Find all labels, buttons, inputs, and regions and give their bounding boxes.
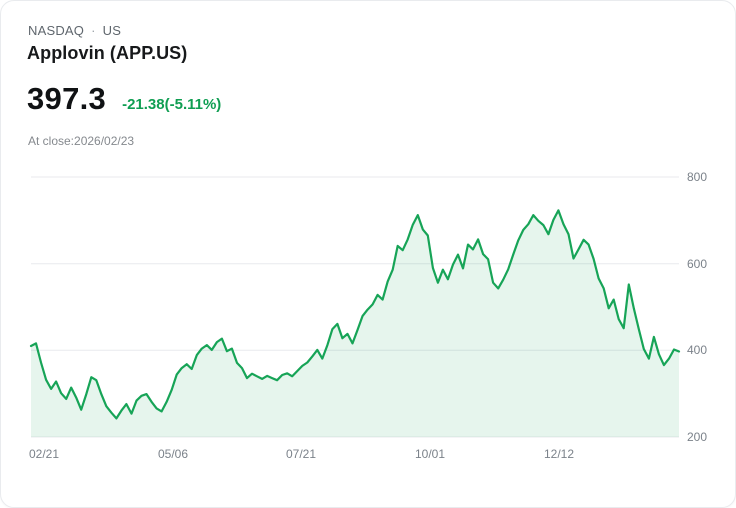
price-change: -21.38(-5.11%) [122, 96, 222, 113]
chart-area-fill [31, 210, 679, 437]
y-axis-label: 800 [687, 170, 708, 184]
x-axis-label: 07/21 [285, 447, 317, 461]
current-price: 397.3 [27, 81, 107, 116]
x-axis-label: 10/01 [414, 447, 446, 461]
exchange-label: NASDAQ [28, 23, 85, 38]
x-axis-label: 12/12 [543, 447, 575, 461]
exchange-info: NASDAQ · US [28, 23, 121, 38]
price-chart[interactable]: 800 600 400 200 [29, 169, 707, 444]
x-axis-label: 05/06 [157, 447, 189, 461]
stock-title: Applovin (APP.US) [27, 43, 188, 63]
region-label: US [102, 23, 122, 38]
x-axis: 02/21 05/06 07/21 10/01 12/12 [28, 447, 679, 463]
y-axis-label: 200 [687, 430, 708, 444]
price-row: 397.3 -21.38(-5.11%) [27, 81, 221, 117]
chart-canvas[interactable] [29, 169, 681, 441]
y-axis-label: 400 [687, 343, 708, 358]
price-line [29, 209, 681, 420]
x-axis-label: 02/21 [28, 447, 60, 461]
separator-dot: · [91, 23, 96, 38]
as-of-label: At close:2026/02/23 [28, 134, 135, 148]
y-axis-label: 600 [687, 256, 708, 271]
